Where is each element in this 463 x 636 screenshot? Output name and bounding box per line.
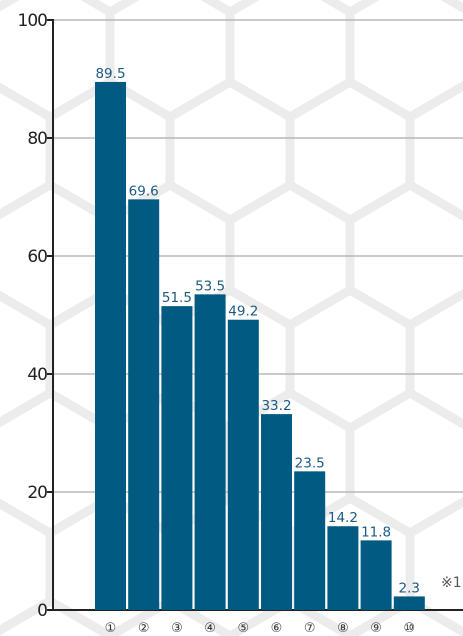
category-label: ② [138,621,150,636]
value-label: 23.5 [295,455,325,471]
value-label: 89.5 [95,66,125,82]
category-label: ⑨ [370,621,382,636]
value-label: 69.6 [129,183,159,199]
category-labels: ① ② ③ ④ ⑤ ⑥ ⑦ ⑧ ⑨ ⑩ [105,621,415,636]
bar [128,199,160,611]
y-tick-label: 20 [27,483,47,503]
bar [294,471,326,610]
bar [95,81,126,610]
value-label: 51.5 [162,290,192,306]
bar [360,540,392,610]
bar [227,319,259,610]
value-label: 53.5 [195,278,225,294]
value-label: 11.8 [361,524,391,540]
y-tick-label: 100 [18,11,48,31]
category-label: ① [105,621,117,636]
value-label: 14.2 [328,510,358,526]
bar [393,596,425,610]
bars [95,81,425,611]
category-label: ④ [204,621,216,636]
note-label: ※1 [441,575,462,591]
bar [161,306,193,610]
category-label: ⑩ [403,621,415,636]
y-tick-label: 40 [27,365,47,385]
category-label: ⑧ [337,621,349,636]
value-label: 49.2 [228,304,258,320]
category-label: ⑤ [237,621,249,636]
bar [327,526,359,610]
category-label: ③ [171,621,183,636]
value-label: 2.3 [399,580,420,596]
category-label: ⑦ [304,621,316,636]
y-tick-label: 0 [37,601,47,621]
y-tick-label: 80 [27,129,47,149]
y-tick-label: 60 [27,247,47,267]
bar [261,414,292,610]
value-label: 33.2 [261,398,291,414]
value-labels: 89.5 69.6 51.553.549.2 33.2 23.5 14.211.8 2.3 [95,66,420,596]
category-label: ⑥ [271,621,283,636]
bar [194,294,226,610]
